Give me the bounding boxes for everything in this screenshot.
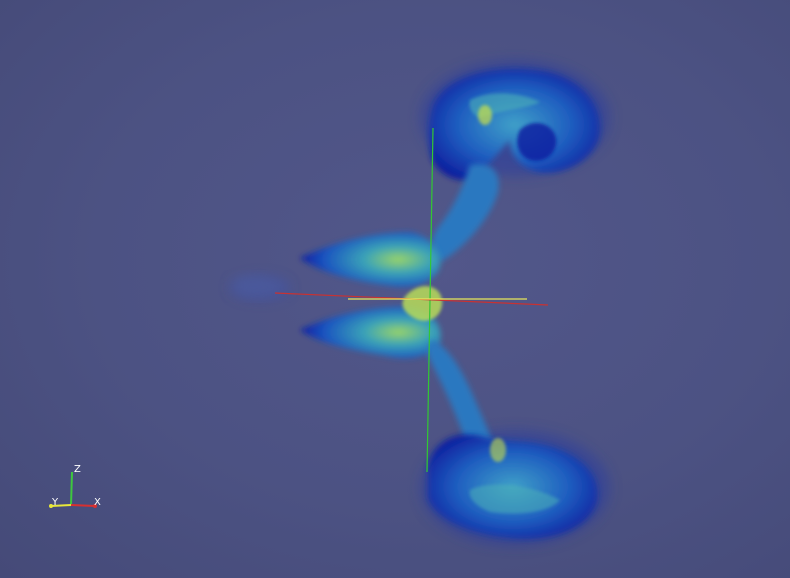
volume-bottom-lobe <box>428 434 598 539</box>
volume-upper-stem <box>431 163 499 262</box>
orientation-axis-z-label: Z <box>74 464 81 475</box>
volume-left-wings <box>232 232 443 359</box>
orientation-axis-y-label: Y <box>52 497 59 508</box>
orientation-axis-x-label: X <box>94 497 101 508</box>
orientation-axes-icon <box>49 471 97 508</box>
volume-top-lobe <box>429 69 600 181</box>
center-axes-icon <box>274 127 549 473</box>
